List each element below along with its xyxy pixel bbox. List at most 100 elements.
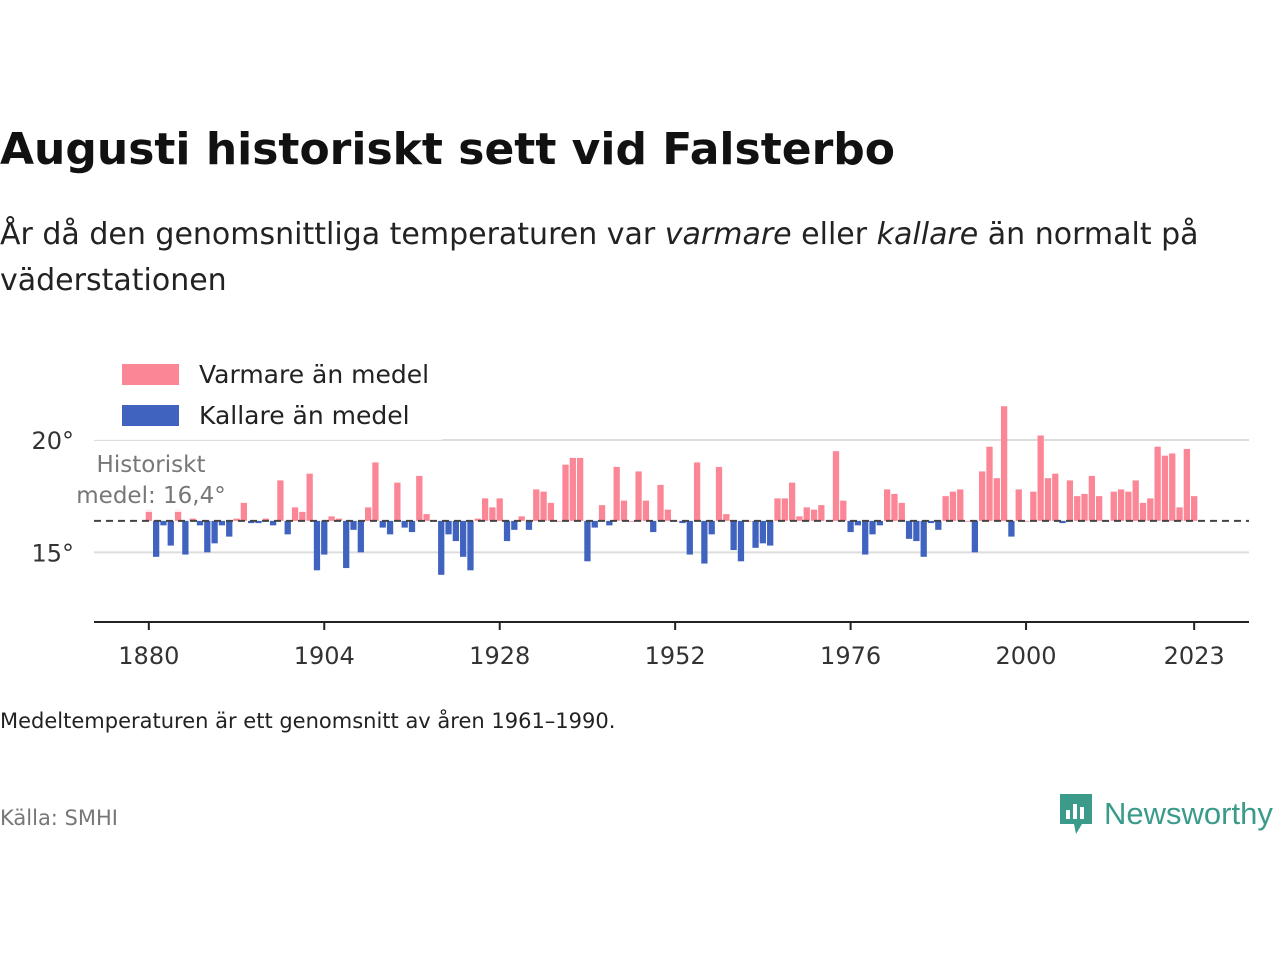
bar-warm xyxy=(1147,498,1154,521)
bar-cold xyxy=(525,520,533,530)
bar-warm xyxy=(277,480,284,521)
x-tick-label: 1880 xyxy=(118,642,179,670)
subtitle-cold-word: kallare xyxy=(876,217,979,252)
bar-warm xyxy=(986,446,993,521)
bar-warm xyxy=(233,518,240,521)
bar-cold xyxy=(847,520,854,533)
bar-cold xyxy=(730,520,737,551)
bar-cold xyxy=(759,520,767,544)
bar-warm xyxy=(1095,496,1103,521)
bar-warm xyxy=(328,516,335,521)
bar-warm xyxy=(788,482,796,521)
bar-cold xyxy=(679,520,686,524)
bar-cold xyxy=(460,520,467,557)
page-subtitle: År då den genomsnittliga temperaturen va… xyxy=(0,212,1240,304)
bar-warm xyxy=(1139,502,1147,521)
bar-cold xyxy=(905,520,913,539)
bar-cold xyxy=(920,520,927,557)
legend-warm-label: Varmare än medel xyxy=(199,360,429,389)
bar-warm xyxy=(1037,435,1044,521)
bar-cold xyxy=(854,520,862,526)
bar-cold xyxy=(584,520,591,562)
subtitle-warm-word: varmare xyxy=(664,217,792,252)
bar-warm xyxy=(1044,478,1052,521)
bar-warm xyxy=(189,518,196,521)
x-tick-label: 1904 xyxy=(294,642,355,670)
bar-warm xyxy=(657,484,664,521)
bar-warm xyxy=(664,509,671,521)
bar-warm xyxy=(1117,489,1125,521)
bar-cold xyxy=(167,520,174,546)
bar-cold xyxy=(467,520,474,571)
bar-cold xyxy=(445,520,452,535)
bar-warm xyxy=(832,451,840,521)
bar-cold xyxy=(869,520,876,535)
bar-cold xyxy=(379,520,386,528)
bar-warm xyxy=(1066,480,1074,521)
bar-warm xyxy=(693,462,701,521)
bars xyxy=(145,406,1198,575)
bar-warm xyxy=(262,518,269,521)
bar-warm xyxy=(489,507,496,521)
subtitle-text-2: eller xyxy=(791,217,877,252)
bar-warm xyxy=(1074,496,1081,521)
bar-warm xyxy=(240,502,248,521)
x-tick-label: 1928 xyxy=(469,642,530,670)
bar-cold xyxy=(1008,520,1015,537)
bar-warm xyxy=(957,489,964,521)
page-title: Augusti historiskt sett vid Falsterbo xyxy=(0,124,895,175)
bar-cold xyxy=(343,520,350,569)
bar-cold xyxy=(591,520,598,528)
bar-cold xyxy=(913,520,920,542)
bar-cold xyxy=(1059,520,1066,524)
bar-warm xyxy=(533,489,540,521)
bar-warm xyxy=(1088,475,1095,521)
brand-logo: Newsworthy xyxy=(1058,792,1273,836)
legend: Varmare än medel Kallare än medel xyxy=(92,348,442,440)
legend-cold-label: Kallare än medel xyxy=(199,401,410,430)
bar-warm xyxy=(394,482,401,521)
bar-warm xyxy=(1161,455,1169,521)
bar-warm xyxy=(416,475,423,521)
bar-cold xyxy=(269,520,277,526)
x-axis-ticks: 1880 1904 1928 1952 1976 2000 2023 xyxy=(118,622,1225,670)
bar-warm xyxy=(803,507,810,521)
bar-cold xyxy=(767,520,774,546)
bar-warm xyxy=(818,505,825,521)
bar-warm xyxy=(562,464,569,521)
source-text: Källa: SMHI xyxy=(0,806,118,830)
legend-warm-swatch xyxy=(122,364,179,385)
bar-cold xyxy=(204,520,211,553)
bar-warm xyxy=(774,498,781,521)
bar-cold xyxy=(511,520,518,530)
subtitle-text-3: än normalt på väderstationen xyxy=(0,217,1199,298)
bar-warm xyxy=(642,500,650,521)
bar-warm xyxy=(372,462,379,521)
bar-warm xyxy=(993,478,1000,521)
bar-warm xyxy=(576,457,584,521)
bar-cold xyxy=(708,520,715,535)
bar-cold xyxy=(321,520,328,555)
bar-warm xyxy=(174,509,182,521)
bar-cold xyxy=(160,520,167,526)
x-tick-label: 1976 xyxy=(820,642,881,670)
bar-cold xyxy=(686,520,693,555)
bar-cold xyxy=(452,520,459,542)
bar-warm xyxy=(796,516,803,521)
bar-warm xyxy=(1000,406,1008,521)
bar-warm xyxy=(1154,446,1161,521)
bar-warm xyxy=(723,514,730,521)
bar-warm xyxy=(949,491,957,521)
bar-warm xyxy=(613,466,620,521)
bar-cold xyxy=(737,520,745,562)
bar-warm xyxy=(540,491,547,521)
bar-warm xyxy=(810,509,818,521)
bar-warm xyxy=(423,514,430,521)
bar-warm xyxy=(299,511,306,521)
y-tick-label: 15° xyxy=(31,539,74,567)
x-tick-label: 1952 xyxy=(645,642,706,670)
bar-cold xyxy=(357,520,364,553)
chart-note: Medeltemperaturen är ett genomsnitt av å… xyxy=(0,709,616,733)
bar-warm xyxy=(1176,507,1183,521)
bar-warm xyxy=(635,471,642,521)
